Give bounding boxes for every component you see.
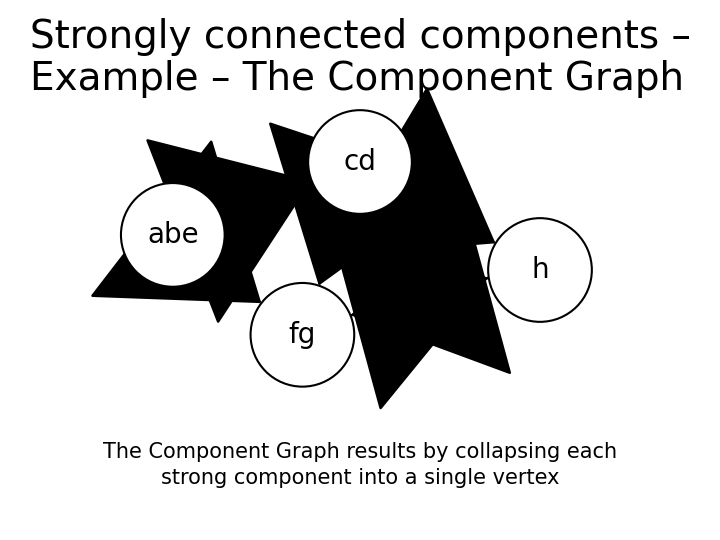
Text: h: h bbox=[531, 256, 549, 284]
Text: cd: cd bbox=[343, 148, 377, 176]
Text: The Component Graph results by collapsing each
strong component into a single ve: The Component Graph results by collapsin… bbox=[103, 442, 617, 488]
Circle shape bbox=[251, 283, 354, 387]
Text: fg: fg bbox=[289, 321, 316, 349]
Circle shape bbox=[488, 218, 592, 322]
Circle shape bbox=[308, 110, 412, 214]
Text: Strongly connected components –
Example – The Component Graph: Strongly connected components – Example … bbox=[30, 18, 691, 98]
Circle shape bbox=[121, 183, 225, 287]
Text: abe: abe bbox=[147, 221, 199, 249]
